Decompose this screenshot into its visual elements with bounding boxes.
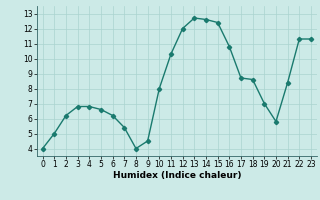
X-axis label: Humidex (Indice chaleur): Humidex (Indice chaleur): [113, 171, 241, 180]
